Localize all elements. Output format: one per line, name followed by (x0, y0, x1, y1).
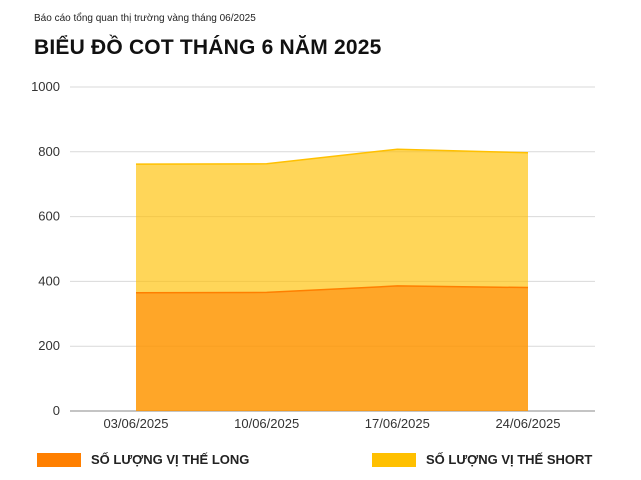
y-axis-ticks: 0 200 400 600 800 1000 (31, 79, 60, 418)
x-tick-label: 10/06/2025 (234, 416, 299, 431)
legend-item-short: SỐ LƯỢNG VỊ THẾ SHORT (372, 452, 592, 467)
y-tick-label: 800 (38, 144, 60, 159)
x-axis-ticks: 03/06/2025 10/06/2025 17/06/2025 24/06/2025 (103, 416, 560, 431)
y-tick-label: 1000 (31, 79, 60, 94)
report-subtitle: Báo cáo tổng quan thị trường vàng tháng … (34, 13, 256, 24)
y-tick-label: 200 (38, 338, 60, 353)
x-tick-label: 03/06/2025 (103, 416, 168, 431)
legend-swatch-long (37, 452, 81, 467)
y-tick-label: 0 (53, 403, 60, 418)
area-long (136, 285, 528, 411)
x-tick-label: 17/06/2025 (365, 416, 430, 431)
y-tick-label: 600 (38, 209, 60, 224)
chart-title: BIỂU ĐỒ COT THÁNG 6 NĂM 2025 (34, 36, 382, 59)
x-tick-label: 24/06/2025 (495, 416, 560, 431)
legend-label-short: SỐ LƯỢNG VỊ THẾ SHORT (426, 452, 593, 467)
line-long (135, 285, 529, 294)
series-areas (135, 148, 529, 411)
legend-swatch-short (372, 452, 416, 467)
line-short (135, 148, 529, 165)
legend-label-long: SỐ LƯỢNG VỊ THẾ LONG (91, 452, 250, 467)
legend-item-long: SỐ LƯỢNG VỊ THẾ LONG (37, 452, 249, 467)
y-tick-label: 400 (38, 273, 60, 288)
